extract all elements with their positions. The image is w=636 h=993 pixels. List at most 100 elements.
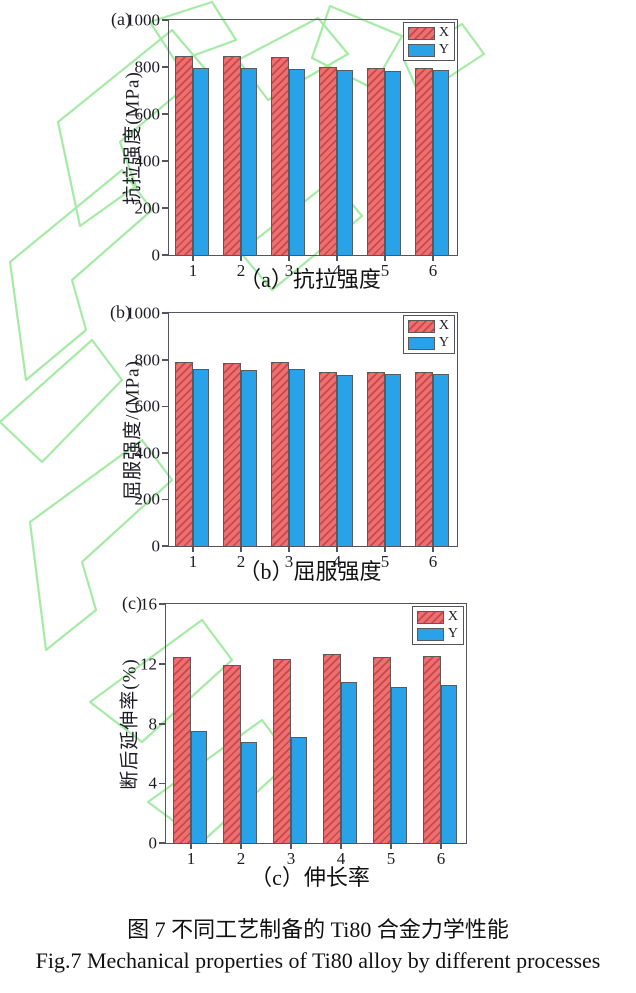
legend-row-x: X — [407, 26, 449, 40]
bar-x-group4 — [319, 66, 337, 255]
y-axis-tick-label: 0 — [148, 833, 158, 853]
legend-swatch-y — [416, 627, 444, 641]
x-axis-tick — [440, 843, 442, 849]
legend-swatch-y — [407, 43, 435, 57]
x-axis-tick — [390, 843, 392, 849]
x-axis-tick-label: 1 — [188, 552, 198, 571]
chart-c-panel-label: (c) — [122, 593, 142, 613]
x-axis-tick — [192, 255, 194, 261]
bar-y-group5 — [385, 71, 401, 255]
x-axis-tick-label: 2 — [236, 261, 246, 280]
chart-a-caption: （a）抗拉强度 — [239, 267, 381, 292]
legend-label-y: Y — [438, 42, 449, 57]
y-axis-tick — [159, 663, 166, 665]
chart-c-plot: (c) 断后延伸率(%) 0 4 8 12 16 1 2 3 4 5 6 X Y — [120, 593, 467, 867]
y-axis-tick — [162, 207, 169, 209]
x-axis-tick-label: 4 — [332, 552, 342, 571]
bar-x-group5 — [367, 67, 385, 255]
bar-y-group5 — [385, 374, 401, 546]
chart-b-plot: (b) 屈服强度/(MPa) 0 200 400 600 800 1000 1 2 3 4 5 6 X Y — [110, 302, 458, 570]
chart-c-y-axis-title: 断后延伸率(%) — [119, 657, 141, 790]
x-axis-tick-label: 5 — [380, 552, 390, 571]
y-axis-tick — [159, 722, 166, 725]
y-axis-tick — [162, 498, 169, 501]
y-axis-tick — [159, 603, 166, 605]
x-axis-tick-label: 4 — [332, 261, 342, 280]
bar-x-group1 — [175, 56, 193, 255]
bar-y-group2 — [241, 741, 257, 843]
x-axis-tick-label: 6 — [428, 261, 438, 280]
legend-swatch-y — [407, 336, 435, 350]
bar-y-group1 — [193, 368, 209, 546]
legend-label-y: Y — [447, 626, 458, 641]
y-axis-tick — [159, 842, 166, 844]
x-axis-tick — [432, 255, 434, 261]
legend-label-x: X — [438, 318, 449, 333]
y-axis-tick-label: 600 — [134, 104, 161, 124]
y-axis-tick — [162, 160, 169, 162]
x-axis-tick — [340, 843, 342, 849]
bar-y-group4 — [337, 374, 353, 546]
x-axis-tick — [384, 255, 386, 261]
y-axis-tick-label: 0 — [151, 245, 161, 265]
x-axis-tick — [190, 843, 192, 849]
bar-x-group2 — [223, 362, 241, 546]
y-axis-tick — [162, 66, 169, 68]
x-axis-tick-label: 6 — [428, 552, 438, 571]
y-axis-tick-label: 8 — [148, 714, 158, 733]
bar-x-group3 — [271, 361, 289, 546]
y-axis-tick — [162, 405, 169, 408]
figure-caption-chinese: 图 7 不同工艺制备的 Ti80 合金力学性能 — [127, 917, 509, 942]
bar-y-group6 — [433, 374, 449, 546]
bar-y-group5 — [391, 686, 407, 843]
legend-row-y: Y — [407, 42, 449, 57]
bar-x-group5 — [373, 657, 391, 843]
bar-x-group1 — [173, 657, 191, 843]
x-axis-tick-label: 5 — [380, 261, 390, 280]
y-axis-tick-label: 800 — [134, 350, 161, 370]
legend-row-x: X — [416, 610, 458, 624]
bar-y-group6 — [433, 70, 449, 255]
x-axis-tick — [432, 546, 434, 552]
bar-x-group2 — [223, 56, 241, 255]
y-axis-tick-label: 4 — [148, 773, 158, 793]
x-axis-tick — [240, 843, 242, 849]
x-axis-tick-label: 6 — [436, 849, 446, 868]
bar-x-group3 — [271, 57, 289, 255]
chart-a-panel-label: (a) — [111, 9, 131, 29]
bar-x-group6 — [415, 67, 433, 255]
x-axis-tick — [384, 546, 386, 552]
bar-y-group3 — [291, 737, 307, 843]
y-axis-tick-label: 400 — [134, 443, 161, 463]
x-axis-tick — [336, 546, 338, 552]
x-axis-tick-label: 3 — [284, 261, 294, 280]
bar-x-group4 — [323, 654, 341, 843]
y-axis-tick — [162, 545, 169, 547]
y-axis-tick-label: 400 — [134, 151, 161, 171]
y-axis-tick-label: 200 — [134, 198, 161, 218]
y-axis-tick — [159, 782, 166, 785]
legend-row-y: Y — [416, 626, 458, 641]
legend-label-y: Y — [438, 335, 449, 350]
bar-y-group2 — [241, 369, 257, 546]
x-axis-tick-label: 1 — [186, 849, 196, 868]
bar-y-group2 — [241, 67, 257, 255]
legend-row-y: Y — [407, 335, 449, 350]
legend-row-x: X — [407, 318, 449, 333]
bar-y-group3 — [289, 68, 305, 255]
y-axis-tick-label: 0 — [151, 536, 161, 556]
bar-y-group1 — [191, 731, 207, 843]
x-axis-tick-label: 5 — [386, 849, 396, 868]
legend-swatch-x — [407, 319, 435, 333]
y-axis-tick — [162, 113, 169, 115]
chart-b-y-axis-title: 屈服强度/(MPa) — [122, 359, 144, 500]
bar-y-group3 — [289, 368, 305, 546]
bar-y-group4 — [337, 70, 353, 255]
x-axis-tick — [240, 546, 242, 552]
bar-x-group4 — [319, 371, 337, 546]
x-axis-tick-label: 4 — [336, 849, 346, 868]
x-axis-tick — [336, 255, 338, 261]
